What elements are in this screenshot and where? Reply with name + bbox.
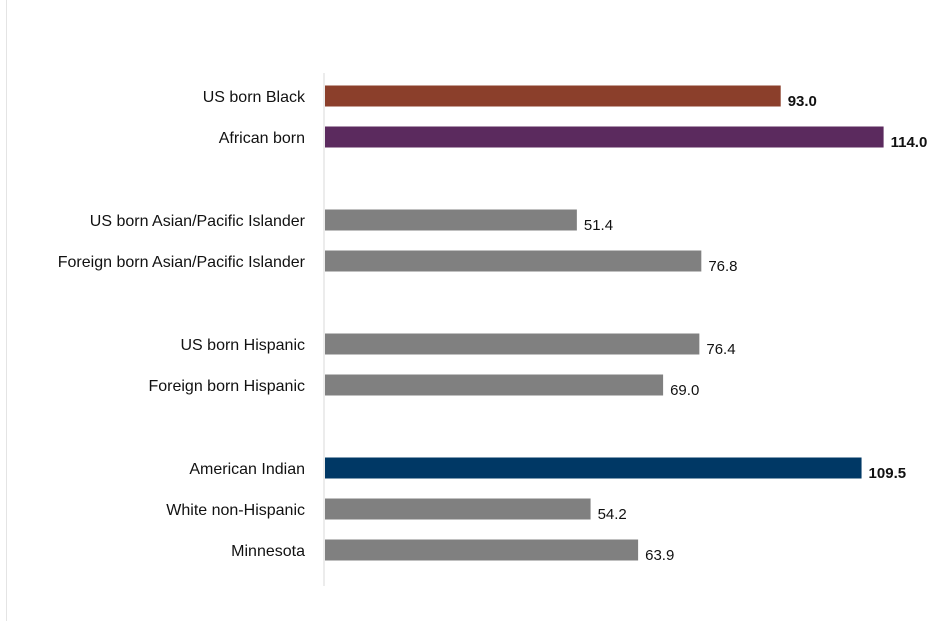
frame-border-line	[6, 0, 7, 621]
category-label: US born Asian/Pacific Islander	[90, 213, 306, 230]
value-label: 54.2	[598, 506, 627, 523]
bar	[325, 250, 702, 272]
bar	[325, 333, 700, 355]
category-label: Foreign born Hispanic	[148, 378, 305, 395]
category-label: American Indian	[189, 461, 305, 478]
category-label: White non-Hispanic	[166, 502, 305, 519]
bar	[325, 539, 639, 561]
category-label: Minnesota	[231, 543, 305, 560]
bar	[325, 209, 577, 231]
category-label: African born	[219, 130, 305, 147]
category-label: Foreign born Asian/Pacific Islander	[58, 254, 306, 271]
category-label: US born Black	[203, 89, 306, 106]
value-label: 69.0	[670, 382, 699, 399]
value-label: 93.0	[788, 93, 817, 110]
bars	[325, 85, 884, 561]
value-label: 76.8	[708, 258, 737, 275]
bar	[325, 457, 862, 479]
value-label: 114.0	[891, 134, 928, 151]
value-label: 51.4	[584, 217, 613, 234]
value-label: 76.4	[706, 341, 735, 358]
category-label: US born Hispanic	[181, 337, 306, 354]
bar	[325, 126, 884, 148]
value-label: 63.9	[645, 547, 674, 564]
bar	[325, 85, 781, 107]
value-label: 109.5	[869, 465, 907, 482]
category-labels: US born Black African born US born Asian/P…	[58, 89, 306, 560]
value-labels: 93.0 114.0 51.4 76.8 76.4 69.0 109.5 54.2 63.9	[584, 93, 927, 564]
bar	[325, 374, 664, 396]
bar	[325, 498, 591, 520]
